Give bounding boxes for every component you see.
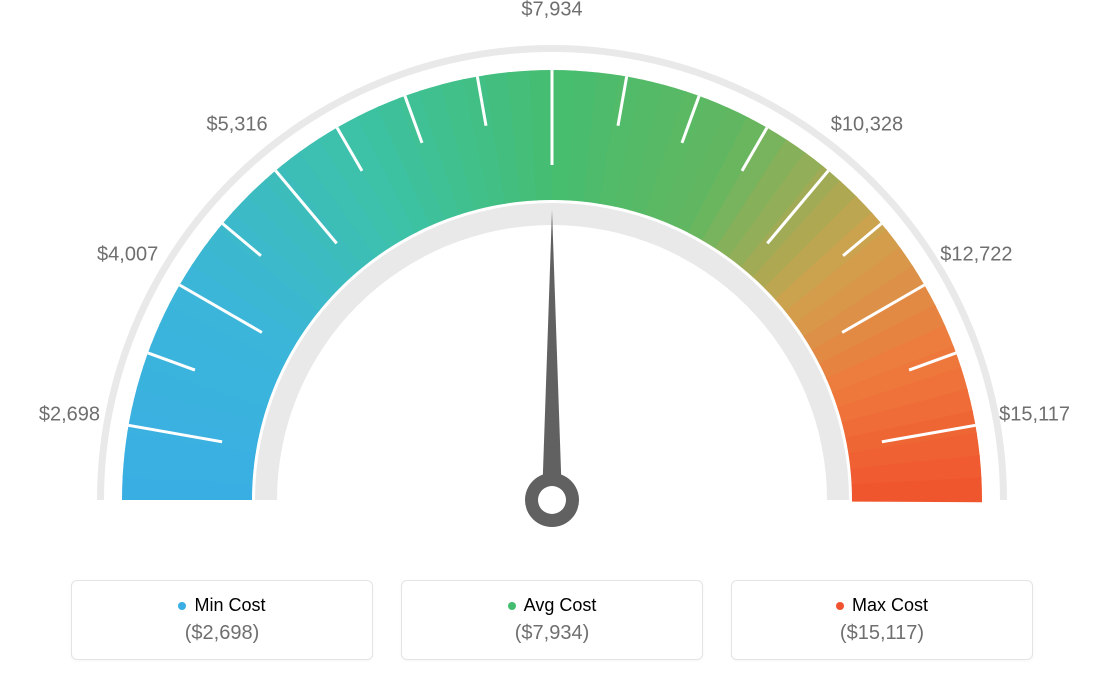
gauge-tick-label: $5,316 bbox=[206, 113, 267, 136]
chart-container: $2,698 $4,007 $5,316 $7,934 $10,328 $12,722 $1… bbox=[0, 0, 1104, 690]
gauge-tick-label: $7,934 bbox=[521, 0, 582, 22]
gauge-tick-label: $15,117 bbox=[999, 403, 1070, 426]
gauge-tick-label: $10,328 bbox=[831, 113, 903, 136]
legend-dot-avg bbox=[508, 602, 516, 610]
gauge-tick-label: $4,007 bbox=[97, 244, 158, 267]
legend-label-max: Max Cost bbox=[836, 595, 928, 616]
legend-label-avg: Avg Cost bbox=[508, 595, 597, 616]
legend-label-max-text: Max Cost bbox=[852, 595, 928, 616]
legend-dot-min bbox=[178, 602, 186, 610]
legend-label-min: Min Cost bbox=[178, 595, 265, 616]
gauge-tick-label: $2,698 bbox=[39, 403, 100, 426]
gauge-svg bbox=[0, 0, 1104, 560]
legend-value-max: ($15,117) bbox=[840, 622, 924, 645]
legend-row: Min Cost ($2,698) Avg Cost ($7,934) Max … bbox=[0, 580, 1104, 660]
legend-card-max: Max Cost ($15,117) bbox=[731, 580, 1033, 660]
gauge-chart: $2,698 $4,007 $5,316 $7,934 $10,328 $12,722 $1… bbox=[0, 0, 1104, 560]
legend-dot-max bbox=[836, 602, 844, 610]
gauge-tick-label: $12,722 bbox=[940, 244, 1012, 267]
legend-value-avg: ($7,934) bbox=[515, 622, 590, 645]
legend-label-min-text: Min Cost bbox=[194, 595, 265, 616]
legend-value-min: ($2,698) bbox=[185, 622, 260, 645]
legend-card-avg: Avg Cost ($7,934) bbox=[401, 580, 703, 660]
legend-card-min: Min Cost ($2,698) bbox=[71, 580, 373, 660]
legend-label-avg-text: Avg Cost bbox=[524, 595, 597, 616]
